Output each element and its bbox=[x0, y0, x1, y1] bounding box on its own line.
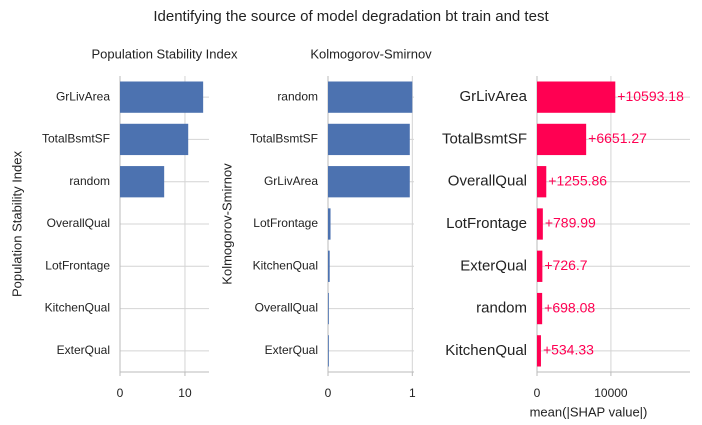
y-tick-label: LotFrontage bbox=[45, 258, 110, 272]
y-tick-label: OverallQual bbox=[448, 173, 527, 190]
figure-title: Identifying the source of model degradat… bbox=[153, 8, 549, 25]
bar bbox=[537, 250, 543, 282]
y-tick-label: TotalBsmtSF bbox=[442, 130, 527, 147]
bar bbox=[120, 123, 189, 156]
bar bbox=[120, 166, 165, 198]
y-tick-label: GrLivArea bbox=[264, 174, 318, 188]
y-tick-label: GrLivArea bbox=[56, 89, 110, 103]
subplot-title: Kolmogorov-Smirnov bbox=[310, 46, 432, 61]
value-label: +698.08 bbox=[544, 299, 595, 315]
value-label: +726.7 bbox=[544, 257, 587, 273]
y-tick-label: TotalBsmtSF bbox=[250, 132, 318, 146]
x-tick-label: 0 bbox=[117, 386, 124, 400]
bar bbox=[120, 81, 204, 113]
y-tick-label: ExterQual bbox=[57, 343, 110, 357]
x-tick-label: 0 bbox=[534, 386, 541, 400]
bar bbox=[328, 166, 410, 198]
x-tick-label: 10000 bbox=[594, 386, 628, 400]
bar bbox=[328, 250, 330, 282]
y-tick-label: LotFrontage bbox=[253, 216, 318, 230]
bar bbox=[328, 123, 410, 156]
bar bbox=[537, 81, 616, 113]
bar bbox=[537, 208, 543, 240]
y-tick-label: KitchenQual bbox=[253, 258, 318, 272]
value-label: +6651.27 bbox=[588, 130, 647, 146]
bar bbox=[328, 81, 413, 113]
value-label: +789.99 bbox=[545, 215, 596, 231]
y-tick-label: random bbox=[476, 300, 527, 317]
y-tick-label: ExterQual bbox=[460, 257, 527, 274]
y-tick-label: OverallQual bbox=[255, 301, 318, 315]
bar bbox=[537, 292, 543, 325]
y-tick-label: KitchenQual bbox=[445, 342, 527, 359]
x-tick-label: 1 bbox=[409, 386, 416, 400]
bar bbox=[328, 292, 329, 325]
value-label: +1255.86 bbox=[548, 172, 607, 188]
subplot-title: Population Stability Index bbox=[92, 46, 238, 61]
y-tick-label: LotFrontage bbox=[446, 215, 527, 232]
y-axis-label: Population Stability Index bbox=[9, 151, 24, 297]
y-tick-label: ExterQual bbox=[265, 343, 318, 357]
bar bbox=[537, 166, 547, 198]
y-tick-label: TotalBsmtSF bbox=[42, 132, 110, 146]
x-axis-label: mean(|SHAP value|) bbox=[530, 404, 648, 419]
bar bbox=[537, 335, 541, 367]
y-tick-label: GrLivArea bbox=[459, 88, 527, 105]
x-tick-label: 10 bbox=[178, 386, 192, 400]
y-tick-label: KitchenQual bbox=[45, 301, 110, 315]
bar bbox=[328, 208, 331, 240]
y-tick-label: random bbox=[69, 174, 110, 188]
value-label: +10593.18 bbox=[617, 88, 684, 104]
x-tick-label: 0 bbox=[325, 386, 332, 400]
bar bbox=[537, 123, 587, 156]
value-label: +534.33 bbox=[543, 342, 594, 358]
y-tick-label: OverallQual bbox=[47, 216, 110, 230]
y-tick-label: random bbox=[277, 89, 318, 103]
y-axis-label: Kolmogorov-Smirnov bbox=[219, 163, 234, 285]
bar bbox=[328, 335, 329, 367]
